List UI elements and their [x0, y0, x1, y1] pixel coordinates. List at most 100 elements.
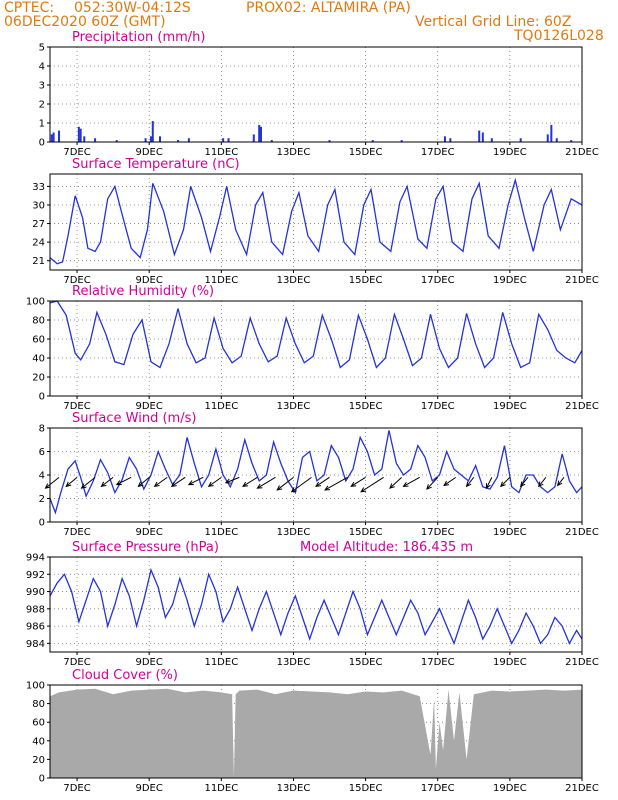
x-tick-label: 19DEC	[493, 527, 527, 538]
y-tick-label: 20	[32, 373, 45, 384]
y-tick-label: 21	[32, 256, 45, 267]
x-tick-label: 13DEC	[277, 275, 311, 286]
y-tick-label: 994	[26, 553, 45, 564]
x-tick-label: 19DEC	[493, 147, 527, 158]
wind-arrowhead	[80, 483, 87, 489]
wind-vector	[403, 476, 420, 487]
y-tick-label: 40	[32, 736, 45, 747]
wind-vector	[360, 476, 384, 493]
wind-vector	[466, 477, 475, 487]
x-tick-label: 21DEC	[565, 275, 599, 286]
wind-vector	[520, 477, 529, 487]
x-tick-label: 9DEC	[135, 527, 162, 538]
x-tick-label: 9DEC	[135, 657, 162, 668]
precip-bar	[151, 121, 154, 142]
wind-arrowhead	[519, 481, 526, 488]
wind-arrowhead	[556, 480, 563, 487]
wind-arrowhead	[224, 478, 231, 484]
y-tick-label: 60	[32, 335, 45, 346]
y-tick-label: 3	[39, 81, 45, 92]
x-tick-label: 21DEC	[565, 657, 599, 668]
x-tick-label: 19DEC	[493, 783, 527, 794]
precip-bar	[83, 136, 86, 142]
panel-annotation: Model Altitude: 186.435 m	[300, 540, 473, 555]
wind-arrowhead	[65, 481, 72, 488]
precip-bar	[270, 140, 273, 142]
wind-arrowhead	[100, 481, 107, 488]
x-tick-label: 7DEC	[63, 527, 90, 538]
panel-title: Precipitation (mm/h)	[72, 30, 205, 45]
header-location: PROX02: ALTAMIRA (PA)	[246, 0, 411, 16]
x-tick-label: 7DEC	[63, 657, 90, 668]
y-tick-label: 0	[39, 518, 45, 529]
precip-bar	[115, 140, 118, 142]
y-tick-label: 30	[32, 200, 45, 211]
y-tick-label: 990	[26, 587, 45, 598]
y-tick-label: 100	[26, 681, 45, 692]
wind-arrowhead	[500, 481, 506, 488]
x-tick-label: 11DEC	[204, 783, 238, 794]
y-tick-label: 4	[39, 471, 45, 482]
precip-bar	[50, 134, 53, 142]
x-tick-label: 15DEC	[349, 527, 383, 538]
x-tick-label: 9DEC	[135, 401, 162, 412]
x-tick-label: 15DEC	[349, 275, 383, 286]
wind-vector	[426, 477, 439, 490]
wind-vector	[389, 476, 403, 489]
x-tick-label: 11DEC	[204, 527, 238, 538]
panel-title: Surface Temperature (nC)	[72, 157, 240, 172]
x-tick-label: 19DEC	[493, 275, 527, 286]
wind-arrowhead	[443, 480, 450, 487]
wind-vector	[443, 476, 457, 486]
x-tick-label: 17DEC	[421, 783, 455, 794]
precip-bar	[52, 132, 55, 142]
wind-vector	[538, 477, 547, 487]
precip-bar	[478, 130, 481, 142]
panel-frame	[49, 556, 583, 653]
y-tick-label: 2	[39, 494, 45, 505]
x-tick-label: 17DEC	[421, 401, 455, 412]
x-tick-label: 9DEC	[135, 783, 162, 794]
y-tick-label: 24	[32, 238, 45, 249]
precip-bar	[77, 126, 80, 142]
precip-bar	[519, 138, 522, 142]
y-tick-label: 40	[32, 354, 45, 365]
wind-arrowhead	[350, 481, 357, 487]
wind-vector	[242, 476, 258, 487]
precip-bar	[328, 140, 331, 142]
wind-arrowhead	[485, 483, 491, 490]
y-tick-label: 2	[39, 100, 45, 111]
wind-arrowhead	[315, 481, 322, 487]
x-tick-label: 11DEC	[204, 275, 238, 286]
panel-frame	[49, 300, 583, 397]
x-tick-label: 15DEC	[349, 147, 383, 158]
panel-title: Surface Wind (m/s)	[72, 411, 196, 426]
wind-vector	[116, 476, 132, 485]
x-tick-label: 21DEC	[565, 527, 599, 538]
x-tick-label: 7DEC	[63, 783, 90, 794]
wind-arrowhead	[170, 481, 177, 487]
wind-vector	[45, 476, 60, 489]
wind-arrowhead	[115, 480, 122, 486]
wind-arrowhead	[44, 483, 51, 489]
precip-bar	[546, 134, 549, 142]
header-coords: 052:30W-04:12S	[74, 0, 191, 16]
precip-bar	[258, 124, 261, 142]
series-line	[49, 430, 583, 515]
wind-arrowhead	[256, 483, 263, 489]
wind-vector	[257, 476, 276, 489]
header-grid-note: Vertical Grid Line: 60Z	[415, 14, 572, 30]
y-tick-label: 0	[39, 138, 45, 149]
wind-arrowhead	[187, 480, 194, 486]
x-tick-label: 17DEC	[421, 275, 455, 286]
panel-frame	[49, 684, 583, 779]
wind-arrowhead	[465, 481, 472, 488]
y-tick-label: 60	[32, 718, 45, 729]
wind-arrowhead	[402, 481, 409, 487]
panel-title: Cloud Cover (%)	[72, 668, 178, 683]
x-tick-label: 17DEC	[421, 527, 455, 538]
y-tick-label: 20	[32, 755, 45, 766]
x-tick-label: 21DEC	[565, 147, 599, 158]
x-tick-label: 7DEC	[63, 147, 90, 158]
y-tick-label: 986	[26, 622, 45, 633]
